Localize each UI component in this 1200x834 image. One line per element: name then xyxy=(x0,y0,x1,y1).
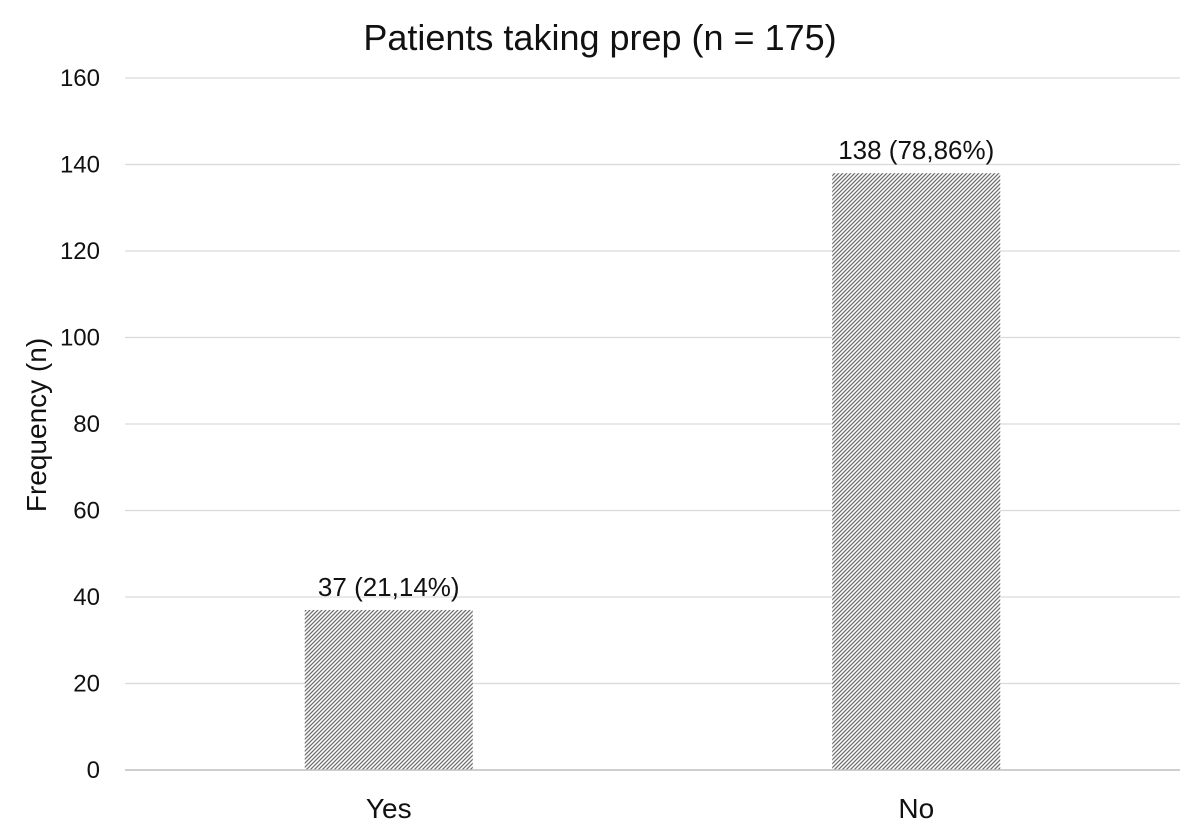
gridlines xyxy=(125,77,1180,685)
x-tick-label-no: No xyxy=(898,793,934,824)
data-label-no: 138 (78,86%) xyxy=(838,135,994,165)
y-tick-label: 140 xyxy=(60,152,100,179)
y-tick-label: 160 xyxy=(60,65,100,92)
x-tick-label-yes: Yes xyxy=(366,793,412,824)
y-tick-label: 60 xyxy=(73,498,100,525)
data-labels: 37 (21,14%) 138 (78,86%) xyxy=(318,135,994,602)
y-tick-label: 0 xyxy=(87,757,100,784)
data-label-yes: 37 (21,14%) xyxy=(318,572,460,602)
y-tick-label: 120 xyxy=(60,238,100,265)
bars xyxy=(304,173,1001,770)
y-tick-label: 80 xyxy=(73,411,100,438)
y-tick-label: 40 xyxy=(73,584,100,611)
bar-yes xyxy=(304,609,473,770)
bar-no xyxy=(832,173,1001,770)
y-tick-label: 20 xyxy=(73,671,100,698)
x-axis-ticks: Yes No xyxy=(366,793,934,824)
y-axis-title: Frequency (n) xyxy=(21,338,52,512)
y-axis-ticks: 0 20 40 60 80 100 120 140 160 xyxy=(60,65,100,784)
y-tick-label: 100 xyxy=(60,325,100,352)
chart-title: Patients taking prep (n = 175) xyxy=(363,17,836,58)
